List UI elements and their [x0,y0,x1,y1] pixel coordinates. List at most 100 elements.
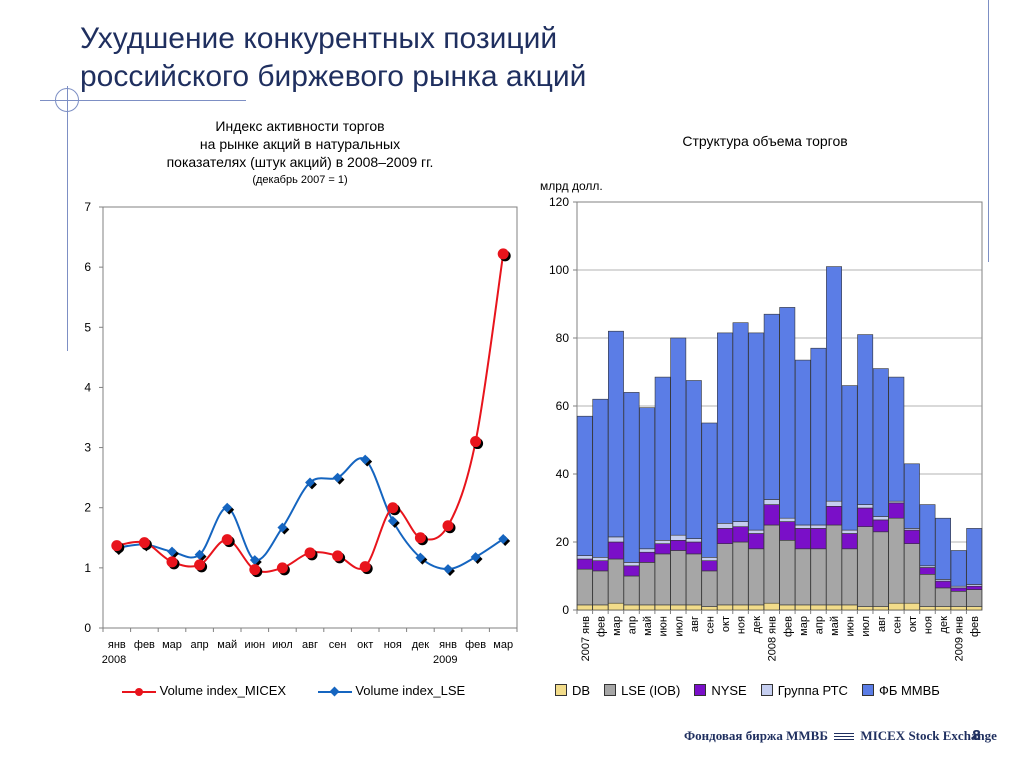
bar-segment-4 [685,380,702,539]
bar-segment-0 [935,606,951,611]
bar-segment-4 [826,266,842,502]
lse-point [498,534,511,546]
x-tick-label: апр [190,639,208,651]
bar-segment-1 [670,550,687,606]
lse-point [194,549,207,562]
micex-point [332,550,344,562]
bar-segment-4 [748,332,765,531]
micex-point [138,537,150,549]
bar-segment-3 [623,562,640,567]
x-tick-label: мар [493,639,513,651]
y-tick-label: 6 [84,260,91,274]
bar-segment-1 [841,548,858,606]
bar-segment-0 [654,604,671,611]
x-tick-label: июн [658,616,670,636]
x-tick-label: ноя [922,616,934,634]
bar-segment-0 [794,604,811,611]
line-chart-plot-area [102,206,518,629]
bar-segment-1 [701,570,718,607]
x-tick-label: фев [595,616,607,637]
bar-segment-2 [670,539,687,551]
bar-segment-4 [779,307,796,519]
decor-line-right [988,0,989,262]
lse-point [222,502,235,515]
bar-segment-1 [950,590,967,607]
bar-segment-4 [639,407,656,550]
micex-point [111,540,123,552]
bar-segment-1 [872,531,889,607]
lse-marker [443,564,453,575]
lse-point [387,515,400,528]
x-tick-label: фев [782,616,794,637]
x-tick-label: дек [751,616,763,634]
legend-label: LSE (IOB) [621,683,681,698]
y-tick-label: 80 [556,331,570,345]
decor-circle [55,88,79,112]
bar-segment-0 [919,606,936,611]
legend-swatch-icon [604,684,617,696]
bar-segment-2 [701,560,718,572]
bar-segment-0 [872,606,889,611]
lse-point [167,546,179,559]
bar-segment-4 [717,332,733,524]
lse-marker [249,555,260,565]
bar-segment-2 [841,533,858,550]
y-tick-label: 7 [84,200,91,214]
legend-item-0: DB [555,683,590,698]
bar-segment-4 [608,330,624,538]
bar-segment-4 [732,322,749,522]
bar-segment-2 [779,521,796,541]
bar-segment-0 [639,604,656,611]
micex-point [470,436,482,448]
bar-segment-2 [935,580,951,589]
footer-logo-icon [834,731,855,740]
bar-segment-4 [670,337,687,536]
footer-logo-right: MICEX Stock Exchange [860,728,997,743]
legend-swatch-icon [861,684,874,696]
lse-marker [167,546,177,557]
y-tick-label: 0 [84,621,91,635]
bar-segment-0 [903,602,920,611]
x-tick-label: окт [357,639,373,651]
x-tick-label: ноя [736,616,748,634]
legend-lse-label: Volume index_LSE [355,683,466,698]
y-tick-label: 1 [84,561,91,575]
legend-micex-label: Volume index_MICEX [159,683,287,698]
bar-segment-1 [717,543,733,606]
bar-segment-0 [841,604,858,611]
bar-segment-2 [717,528,733,544]
bar-segment-1 [576,568,593,606]
x-tick-label: май [217,639,237,651]
slide-title-line-2: российского биржевого рынка акций [80,60,587,93]
bar-segment-1 [639,562,656,606]
bar-chart-title: Структура объема торгов [682,133,848,149]
y-tick-label: 60 [556,399,570,413]
x-tick-label: июл [860,616,872,637]
bar-segment-1 [888,517,905,604]
y-tick-label: 20 [556,535,570,549]
legend-label: ФБ ММВБ [878,683,940,698]
x-tick-label: дек [938,616,950,634]
bar-segment-1 [608,558,624,604]
x-tick-label: июл [272,639,293,651]
bar-segment-3 [685,538,702,543]
legend-micex: Volume index_MICEX [122,683,290,698]
x-tick-label: июн [245,639,265,651]
year-label-2008: 2008 [102,654,126,666]
bar-segment-4 [950,550,967,587]
legend-swatch-icon [694,684,707,696]
line-chart-title: Индекс активности торгов на рынке акций … [100,117,500,189]
bar-segment-3 [872,516,889,521]
bar-segment-0 [732,604,749,611]
micex-point [387,502,399,514]
micex-point [442,520,454,532]
bar-segment-4 [935,517,951,580]
bar-segment-0 [608,602,624,611]
x-tick-label: май [829,616,841,636]
bar-segment-0 [576,604,593,611]
line-chart-subtitle: (декабрь 2007 = 1) [252,174,348,186]
bar-segment-1 [592,570,609,606]
bar-segment-3 [608,536,624,543]
x-tick-label: сен [891,616,903,634]
